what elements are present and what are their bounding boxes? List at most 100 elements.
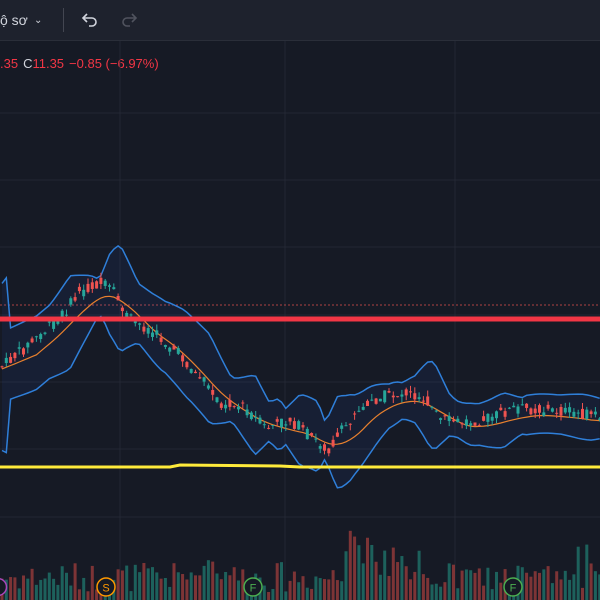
candle-body: [576, 412, 580, 414]
candle-body: [159, 337, 163, 342]
volume-bar: [318, 578, 322, 600]
event-marker-letter: S: [102, 583, 109, 595]
candle-body: [417, 397, 421, 399]
bollinger-upper-band: [1, 244, 600, 422]
volume-bar: [73, 563, 77, 600]
volume-bar: [56, 584, 60, 600]
candle-body: [43, 332, 47, 334]
candle-body: [215, 397, 219, 403]
volume-bar: [30, 568, 34, 600]
volume-bar: [525, 572, 529, 600]
candle-body: [581, 408, 584, 419]
volume-bar: [120, 570, 124, 600]
volume-bar: [331, 570, 335, 600]
candle-body: [477, 425, 481, 427]
candle-body: [318, 446, 322, 449]
redo-button[interactable]: [118, 8, 142, 32]
volume-bar: [77, 589, 81, 600]
candle-body: [168, 347, 172, 352]
event-marker-f[interactable]: F: [243, 577, 263, 597]
volume-bar: [383, 550, 387, 600]
candle-body: [495, 411, 498, 419]
candle-body: [430, 406, 434, 408]
volume-bar: [426, 577, 430, 600]
volume-bar: [430, 584, 434, 600]
candle-body: [335, 432, 339, 437]
support-line[interactable]: [0, 463, 600, 469]
volume-bar: [538, 572, 541, 600]
event-marker-s[interactable]: S: [96, 577, 116, 597]
candle-body: [120, 307, 124, 312]
volume-bar: [86, 591, 90, 600]
volume-bar: [69, 585, 73, 600]
volume-bar: [288, 580, 292, 600]
event-marker-f[interactable]: F: [503, 577, 523, 597]
candle-body: [288, 417, 292, 422]
candle-body: [133, 321, 137, 324]
candle-body: [434, 410, 438, 412]
candle-body: [245, 409, 249, 416]
candle-body: [22, 348, 25, 355]
volume-bar: [387, 575, 391, 600]
volume-bar: [219, 579, 223, 600]
candle-body: [65, 314, 68, 316]
candle-body: [555, 412, 559, 414]
candle-body: [185, 362, 189, 368]
volume-bar: [490, 589, 494, 600]
candle-body: [361, 406, 365, 410]
candle-body: [378, 398, 382, 402]
volume-bar: [215, 573, 219, 600]
candle-body: [86, 283, 90, 292]
volume-bar: [82, 577, 86, 600]
candle-body: [138, 323, 142, 325]
candle-body: [90, 282, 94, 289]
volume-bar: [593, 571, 597, 600]
volume-bar: [572, 574, 576, 600]
undo-button[interactable]: [77, 8, 101, 32]
volume-bar: [452, 564, 455, 600]
chevron-down-icon[interactable]: ⌄: [34, 15, 43, 26]
candle-body: [460, 423, 464, 425]
candle-body: [26, 342, 30, 348]
legend-change: −0.85 (−6.97%): [69, 56, 159, 71]
volume-bar: [60, 566, 64, 600]
volume-bar: [413, 571, 417, 600]
candle-body: [568, 407, 572, 413]
candle-body: [163, 344, 167, 347]
candle-body: [172, 345, 176, 350]
candle-body: [254, 416, 258, 418]
candle-body: [473, 422, 477, 426]
volume-bar: [224, 572, 228, 600]
moving-average-line: [1, 295, 600, 445]
volume-bar: [314, 576, 318, 600]
candle-body: [503, 411, 507, 417]
volume-bar: [271, 589, 275, 600]
candle-body: [387, 390, 391, 393]
volume-bar: [550, 583, 554, 600]
volume-bar: [172, 563, 176, 600]
candle-body: [525, 403, 529, 408]
candle-body: [469, 423, 473, 426]
candle-body: [52, 321, 56, 329]
candle-body: [34, 336, 38, 338]
candle-body: [305, 428, 309, 440]
volume-bar: [327, 579, 331, 600]
volume-bar: [280, 562, 283, 600]
chart-title-fragment[interactable]: ộ sơ: [0, 12, 28, 28]
candle-body: [563, 407, 567, 413]
volume-bar: [262, 585, 266, 600]
volume-bar: [241, 569, 245, 600]
volume-bar: [129, 591, 133, 600]
event-marker-partial[interactable]: [0, 577, 8, 597]
volume-bar: [460, 570, 464, 600]
volume-bar: [477, 568, 481, 600]
candle-body: [409, 391, 412, 393]
candle-body: [542, 412, 546, 416]
volume-bar: [292, 571, 296, 600]
candle-body: [39, 334, 43, 340]
candle-body: [400, 394, 404, 397]
candle-body: [30, 338, 34, 343]
volume-bar: [396, 562, 400, 600]
candle-body: [404, 389, 408, 396]
